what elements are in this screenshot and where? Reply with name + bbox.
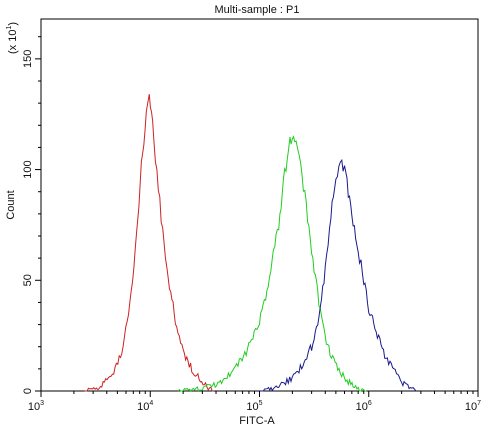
y-tick-label: 0	[22, 388, 34, 394]
y-multiplier-suffix: )	[7, 22, 19, 26]
x-tick-exponent: 7	[477, 400, 481, 407]
series-line-1	[84, 94, 214, 392]
y-axis-label: Count	[5, 190, 17, 219]
y-multiplier-exponent: 1	[6, 26, 13, 30]
x-tick-base: 10	[28, 401, 40, 413]
series-layer	[84, 94, 417, 392]
x-tick-exponent: 5	[259, 400, 263, 407]
y-tick-label: 100	[22, 160, 34, 178]
x-tick-exponent: 3	[40, 400, 44, 407]
plot-frame	[40, 18, 479, 392]
x-tick-label: 106	[356, 400, 372, 413]
x-axis: 103 104 105 106 107	[28, 391, 481, 413]
series-line-2	[177, 135, 367, 392]
x-tick-label: 104	[137, 400, 153, 413]
x-tick-base: 10	[465, 401, 477, 413]
x-tick-label: 103	[28, 400, 44, 413]
y-multiplier-label: (x 101)	[6, 22, 19, 54]
x-tick-exponent: 4	[149, 400, 153, 407]
x-tick-label: 105	[246, 400, 262, 413]
series-line-3	[259, 158, 417, 392]
x-tick-label: 107	[465, 400, 481, 413]
x-tick-exponent: 6	[368, 400, 372, 407]
x-tick-base: 10	[246, 401, 258, 413]
x-axis-label: FITC-A	[239, 415, 275, 427]
chart-title: Multi-sample : P1	[215, 4, 300, 16]
x-tick-base: 10	[137, 401, 149, 413]
y-axis: 0 50 100 150	[22, 36, 41, 394]
y-tick-label: 150	[22, 50, 34, 68]
y-multiplier-prefix: (x 10	[7, 30, 19, 54]
y-tick-label: 50	[22, 274, 34, 286]
x-tick-base: 10	[356, 401, 368, 413]
